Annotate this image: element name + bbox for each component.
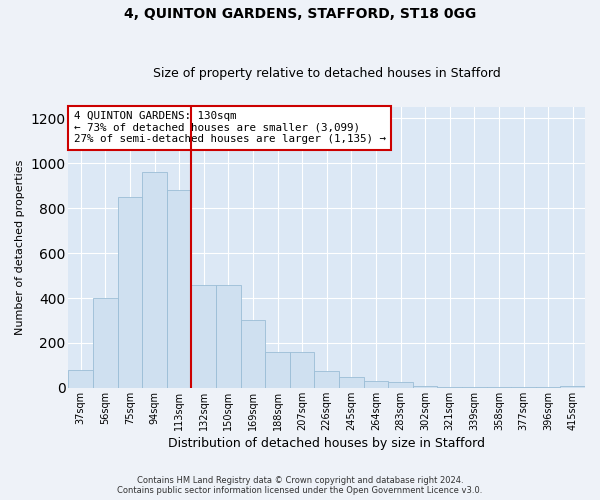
Bar <box>93 298 118 388</box>
Bar <box>437 387 462 388</box>
Bar <box>68 370 93 388</box>
Y-axis label: Number of detached properties: Number of detached properties <box>15 160 25 335</box>
Bar <box>560 386 585 388</box>
Bar <box>339 376 364 388</box>
Bar <box>413 386 437 388</box>
Bar <box>216 284 241 388</box>
Bar <box>462 387 487 388</box>
Bar <box>290 352 314 388</box>
Bar <box>191 284 216 388</box>
Title: Size of property relative to detached houses in Stafford: Size of property relative to detached ho… <box>153 66 500 80</box>
Bar <box>511 387 536 388</box>
Bar <box>241 320 265 388</box>
Bar <box>142 172 167 388</box>
Bar <box>118 197 142 388</box>
Bar <box>536 387 560 388</box>
Bar <box>265 352 290 388</box>
Text: Contains HM Land Registry data © Crown copyright and database right 2024.
Contai: Contains HM Land Registry data © Crown c… <box>118 476 482 495</box>
Bar <box>364 381 388 388</box>
Text: 4 QUINTON GARDENS: 130sqm
← 73% of detached houses are smaller (3,099)
27% of se: 4 QUINTON GARDENS: 130sqm ← 73% of detac… <box>74 112 386 144</box>
Text: 4, QUINTON GARDENS, STAFFORD, ST18 0GG: 4, QUINTON GARDENS, STAFFORD, ST18 0GG <box>124 8 476 22</box>
Bar <box>314 371 339 388</box>
Bar <box>487 387 511 388</box>
Bar <box>388 382 413 388</box>
X-axis label: Distribution of detached houses by size in Stafford: Distribution of detached houses by size … <box>168 437 485 450</box>
Bar <box>167 190 191 388</box>
